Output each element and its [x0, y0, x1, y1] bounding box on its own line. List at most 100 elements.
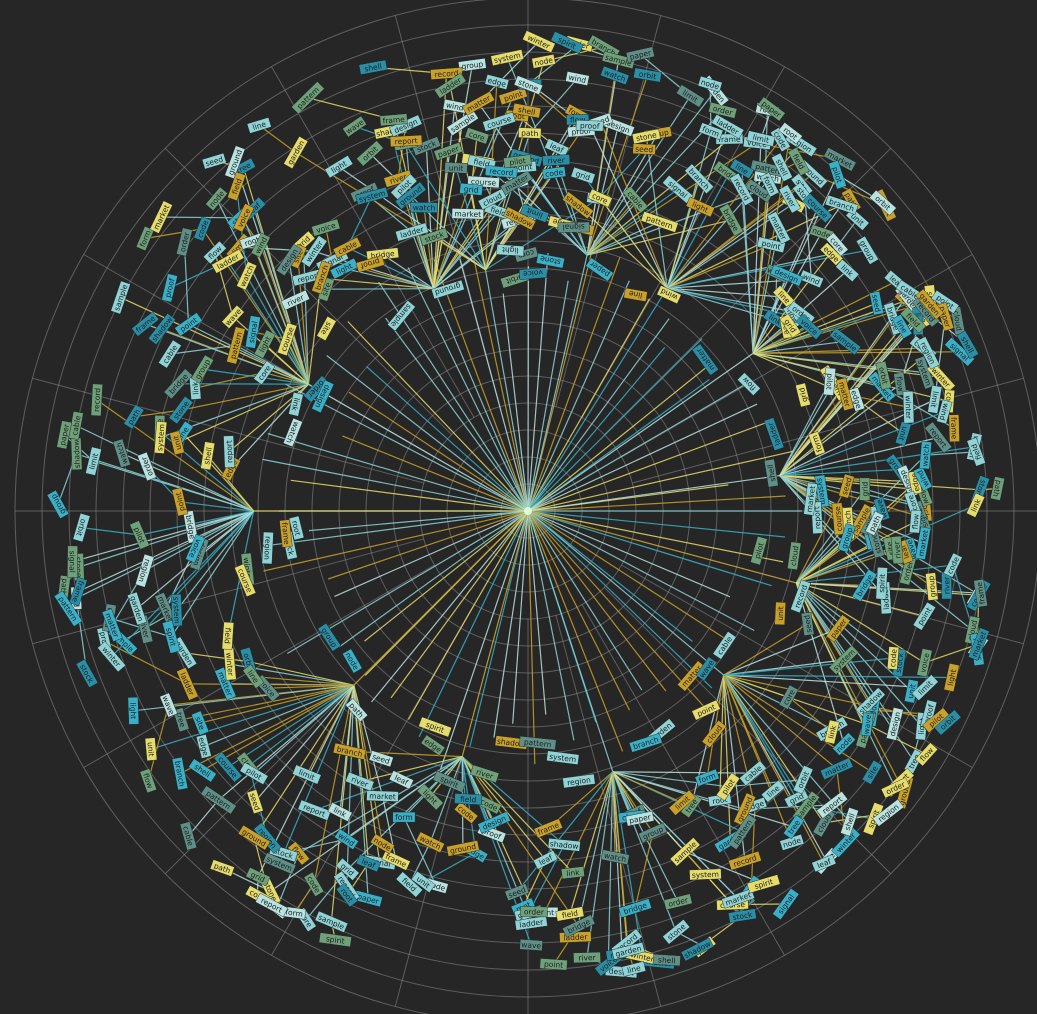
- tree-node[interactable]: system: [170, 593, 183, 627]
- tree-node[interactable]: link: [560, 866, 585, 880]
- tree-node[interactable]: node: [531, 54, 556, 69]
- tree-node[interactable]: shell: [652, 953, 681, 967]
- tree-node[interactable]: system: [689, 868, 722, 881]
- tree-node[interactable]: grid: [570, 166, 596, 184]
- tree-node[interactable]: edge: [484, 74, 510, 90]
- tree-node[interactable]: market: [915, 526, 931, 560]
- tree-node[interactable]: order: [663, 893, 693, 911]
- tree-node[interactable]: wind: [442, 98, 468, 114]
- tree-node[interactable]: line: [621, 961, 647, 977]
- tree-node[interactable]: seed: [632, 143, 656, 155]
- tree-node[interactable]: flow: [909, 509, 922, 534]
- tree-node[interactable]: river: [890, 535, 904, 564]
- tree-node[interactable]: region: [261, 531, 274, 565]
- tree-node[interactable]: system: [814, 474, 830, 508]
- tree-node[interactable]: site: [191, 710, 210, 736]
- tree-node[interactable]: field: [966, 437, 986, 467]
- tree-node[interactable]: flow: [139, 768, 158, 794]
- tree-node[interactable]: voice: [916, 648, 933, 678]
- tree-node[interactable]: seed: [838, 473, 855, 499]
- tree-node[interactable]: ground: [446, 840, 480, 857]
- tree-node[interactable]: market: [451, 208, 484, 220]
- tree-node[interactable]: orbit: [633, 67, 662, 83]
- tree-node[interactable]: group: [458, 57, 487, 73]
- tree-node[interactable]: paper: [625, 810, 655, 827]
- tree-node[interactable]: voice: [518, 267, 548, 280]
- tree-node[interactable]: winter: [223, 647, 237, 681]
- tree-node[interactable]: record: [90, 383, 103, 417]
- tree-node[interactable]: order: [899, 556, 917, 586]
- tree-node[interactable]: unit: [444, 161, 468, 174]
- tree-node[interactable]: order: [520, 906, 548, 918]
- tree-node[interactable]: path: [518, 127, 542, 139]
- tree-node[interactable]: shell: [358, 59, 388, 75]
- tree-node[interactable]: limit: [927, 385, 943, 414]
- tree-node[interactable]: seed: [800, 611, 815, 636]
- tree-node[interactable]: wave: [860, 712, 874, 737]
- tree-node[interactable]: field: [555, 906, 585, 922]
- tree-node[interactable]: report: [223, 435, 235, 468]
- tree-node[interactable]: light: [127, 696, 140, 725]
- tree-node[interactable]: link: [824, 719, 840, 745]
- tree-node[interactable]: watch: [410, 202, 438, 213]
- tree-node[interactable]: unit: [144, 737, 158, 762]
- tree-node[interactable]: point: [539, 958, 568, 971]
- tree-node[interactable]: river: [573, 951, 601, 964]
- tree-node[interactable]: winter: [902, 391, 915, 424]
- tree-node[interactable]: core: [464, 127, 490, 145]
- tree-node[interactable]: record: [484, 165, 518, 179]
- tree-node[interactable]: stone: [631, 128, 661, 145]
- tree-node[interactable]: frame: [973, 578, 988, 608]
- tree-node[interactable]: record: [430, 67, 463, 80]
- tree-node[interactable]: shadow: [70, 437, 83, 471]
- tree-node[interactable]: cloud: [950, 306, 966, 336]
- tree-node[interactable]: shadow: [547, 838, 581, 852]
- tree-node[interactable]: paper: [625, 46, 655, 63]
- tree-node[interactable]: watch: [600, 849, 630, 865]
- tree-node[interactable]: wind: [565, 71, 590, 86]
- tree-node[interactable]: light: [496, 244, 525, 257]
- tree-node[interactable]: watch: [919, 441, 932, 470]
- tree-node[interactable]: seed: [869, 291, 884, 316]
- tree-node[interactable]: shell: [512, 102, 542, 119]
- tree-node[interactable]: frame: [948, 414, 960, 443]
- tree-node[interactable]: unit: [895, 421, 912, 446]
- tree-node[interactable]: code: [887, 646, 900, 670]
- tree-node[interactable]: spirit: [746, 874, 781, 894]
- tree-node[interactable]: report: [389, 134, 423, 147]
- tree-node[interactable]: orbit: [875, 360, 892, 391]
- tree-node[interactable]: signal: [557, 221, 590, 233]
- tree-node[interactable]: field: [454, 793, 483, 806]
- tree-node[interactable]: market: [366, 790, 399, 802]
- tree-node[interactable]: branch: [171, 756, 189, 791]
- tree-node[interactable]: light: [943, 663, 960, 692]
- tree-node[interactable]: order: [708, 101, 738, 119]
- tree-node[interactable]: leaf: [355, 854, 382, 873]
- tree-node[interactable]: proof: [575, 119, 604, 132]
- tree-node[interactable]: river: [542, 154, 571, 167]
- tree-node[interactable]: form: [392, 811, 416, 823]
- tree-node[interactable]: pilot: [823, 367, 836, 396]
- tree-node[interactable]: leaf: [811, 854, 837, 873]
- tree-node[interactable]: node: [697, 75, 723, 93]
- tree-node[interactable]: group: [925, 572, 939, 601]
- tree-node[interactable]: spirit: [875, 567, 888, 600]
- tree-node[interactable]: spirit: [318, 932, 352, 948]
- tree-node[interactable]: flow: [893, 372, 907, 397]
- tree-node[interactable]: edge: [195, 734, 212, 759]
- tree-node[interactable]: path: [990, 476, 1005, 501]
- tree-node[interactable]: pilot: [503, 154, 532, 169]
- tree-node[interactable]: line: [246, 117, 272, 134]
- tree-node[interactable]: field: [221, 621, 235, 650]
- tree-node[interactable]: unit: [774, 601, 786, 626]
- tree-node[interactable]: signal: [67, 545, 78, 578]
- tree-node[interactable]: frame: [379, 113, 408, 127]
- tree-node[interactable]: grid: [859, 477, 871, 501]
- tree-node[interactable]: stock: [728, 908, 757, 924]
- tree-node[interactable]: wind: [936, 399, 953, 425]
- tree-node[interactable]: code: [542, 166, 567, 180]
- tree-node[interactable]: limit: [746, 130, 776, 147]
- tree-node[interactable]: wave: [519, 939, 543, 951]
- tree-node[interactable]: cable: [179, 821, 198, 851]
- tree-node[interactable]: point: [756, 236, 786, 254]
